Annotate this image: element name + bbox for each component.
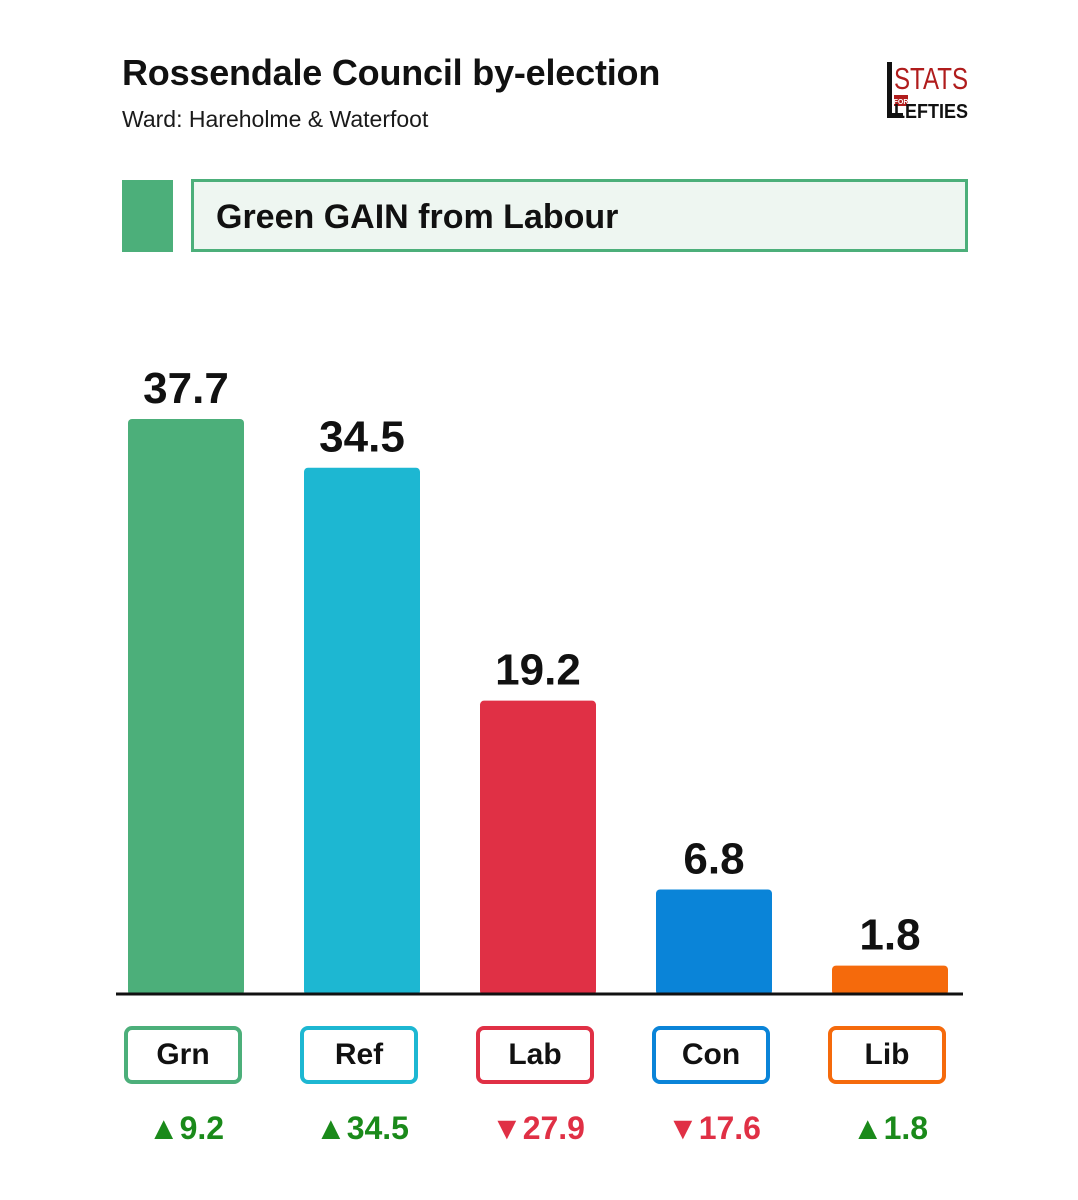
party-label-lib: Lib (828, 1026, 946, 1084)
gain-color-swatch (122, 180, 173, 252)
ward-subtitle: Ward: Hareholme & Waterfoot (122, 106, 429, 132)
value-label-lib: 1.8 (859, 911, 920, 960)
value-label-con: 6.8 (683, 834, 744, 883)
bar-lab (480, 700, 596, 995)
bar-grn (128, 419, 244, 995)
bar-lib (832, 965, 948, 995)
page-title: Rossendale Council by-election (122, 52, 661, 93)
value-label-grn: 37.7 (143, 364, 229, 413)
svg-text:STATS: STATS (894, 61, 968, 96)
value-label-lab: 19.2 (495, 646, 581, 695)
result-banner: Green GAIN from Labour (191, 179, 968, 252)
result-banner-text: Green GAIN from Labour (216, 198, 619, 236)
change-label-lab: ▼27.9 (491, 1110, 585, 1146)
party-label-ref: Ref (300, 1026, 418, 1084)
svg-text:FOR: FOR (894, 99, 909, 106)
party-label-grn: Grn (124, 1026, 242, 1084)
value-label-ref: 34.5 (319, 413, 405, 462)
party-label-lab: Lab (476, 1026, 594, 1084)
change-label-ref: ▲34.5 (315, 1110, 409, 1146)
party-label-con: Con (652, 1026, 770, 1084)
bar-ref (304, 467, 420, 995)
change-label-con: ▼17.6 (667, 1110, 761, 1146)
svg-text:LEFTIES: LEFTIES (894, 101, 968, 122)
change-label-grn: ▲9.2 (147, 1110, 225, 1146)
stats-for-lefties-logo: STATS FOR LEFTIES (887, 61, 968, 122)
change-label-lib: ▲1.8 (851, 1110, 929, 1146)
bar-con (656, 889, 772, 995)
